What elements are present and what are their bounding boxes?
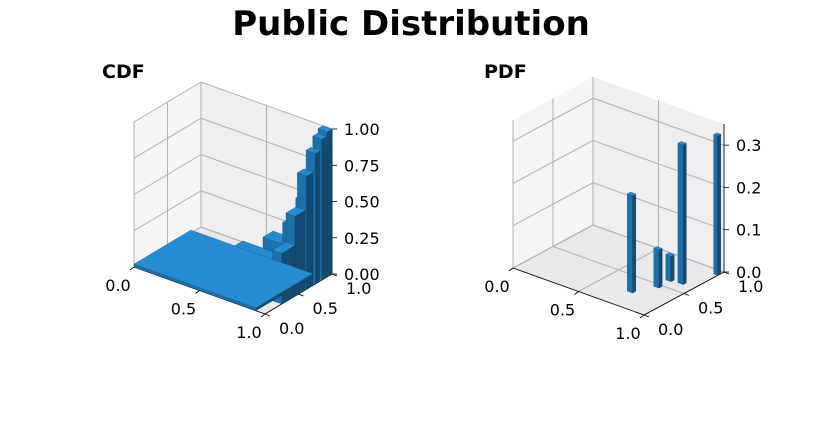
tick-mark (195, 290, 200, 294)
tick-labels: 0.00.51.0 0.00.51.00.000.250.500.751.00 (105, 120, 379, 342)
bar-face-side (306, 171, 314, 290)
bar-face-side (632, 193, 636, 294)
z-tick-label: 0.1 (736, 221, 761, 240)
tick-mark (260, 313, 266, 318)
tick-mark (643, 314, 650, 318)
gridline (592, 97, 725, 146)
z-tick-label: 0.75 (344, 156, 380, 175)
bar-face-front (653, 247, 660, 289)
x-tick-label: 0.5 (171, 300, 196, 319)
bar (665, 252, 675, 283)
bar-face-top (133, 229, 314, 309)
bar-face-top (677, 141, 687, 146)
bar-face-front (665, 254, 672, 282)
x-tick-label: 0.0 (105, 276, 130, 295)
bar-face-side (682, 142, 687, 285)
bar (626, 191, 637, 294)
bar-face-top (312, 133, 328, 140)
gridline (512, 224, 594, 269)
bar-face-top (665, 252, 675, 257)
tick-labels: 0.00.51.0 0.00.51.00.00.10.20.3 (484, 136, 763, 343)
bar-face-side (321, 136, 327, 281)
z-tick-label: 0.00 (344, 265, 380, 284)
bar (133, 229, 314, 312)
figure-title: Public Distribution (232, 4, 590, 44)
z-tick-label: 0.3 (736, 136, 761, 155)
gridline (592, 182, 725, 231)
z-tick-label: 0.50 (344, 193, 380, 212)
bar-face-side (717, 133, 721, 276)
bar-face-side (658, 248, 663, 289)
z-tick-label: 0.2 (736, 178, 761, 197)
bar-face-side (670, 254, 675, 283)
bar-face-side (315, 150, 321, 285)
gridline (133, 81, 202, 123)
gridline (512, 97, 594, 142)
z-tick-label: 0.0 (736, 263, 761, 282)
tick-mark (574, 291, 579, 295)
gridline (512, 139, 594, 184)
bar-face-top (305, 147, 321, 154)
tick-mark (129, 266, 135, 271)
tick-mark (508, 267, 514, 272)
x-tick-label: 0.5 (550, 301, 575, 320)
z-tick-label: 0.25 (344, 229, 380, 248)
bar-face-top (296, 168, 314, 177)
bar-face-top (653, 246, 663, 251)
z-tick-label: 1.00 (344, 120, 380, 139)
y-tick-label: 0.0 (658, 320, 683, 339)
cdf-title: CDF (102, 61, 145, 83)
gridline (133, 154, 202, 195)
y-tick-label: 0.5 (313, 299, 338, 318)
bars (133, 125, 333, 312)
tick-mark (264, 313, 271, 317)
bar-face-top (713, 132, 722, 137)
bar-face-top (626, 191, 637, 196)
bars (626, 132, 722, 294)
bar-face-front (677, 142, 684, 285)
bar-face-side (327, 128, 333, 278)
y-tick-label: 1.0 (738, 277, 763, 296)
gridline (133, 117, 202, 159)
gridline (592, 139, 725, 188)
bar-face-top (272, 241, 296, 254)
bar-face-front (713, 134, 718, 276)
y-tick-label: 0.5 (698, 299, 723, 318)
x-tick-label: 1.0 (236, 323, 261, 342)
y-tick-label: 1.0 (346, 279, 371, 298)
cdf-axes: CDF 0.00.51.0 0.00.51.00.000.250.500.751.… (102, 61, 380, 342)
gridline (200, 81, 333, 130)
tick-mark (639, 314, 645, 319)
bar (677, 141, 687, 285)
x-tick-label: 0.0 (484, 277, 509, 296)
bar (653, 246, 663, 289)
bar-face-top (285, 206, 306, 217)
bar (713, 132, 722, 276)
tick-mark (683, 293, 690, 296)
gridline (133, 190, 202, 232)
pdf-title: PDF (484, 61, 527, 83)
bar-face-front (627, 193, 633, 294)
y-tick-label: 0.0 (279, 319, 304, 338)
x-tick-label: 1.0 (615, 324, 640, 343)
pdf-axes: PDF 0.00.51.0 0.00.51.00.00.10.20.3 (484, 61, 763, 343)
tick-mark (298, 293, 304, 297)
gridline (512, 182, 594, 227)
